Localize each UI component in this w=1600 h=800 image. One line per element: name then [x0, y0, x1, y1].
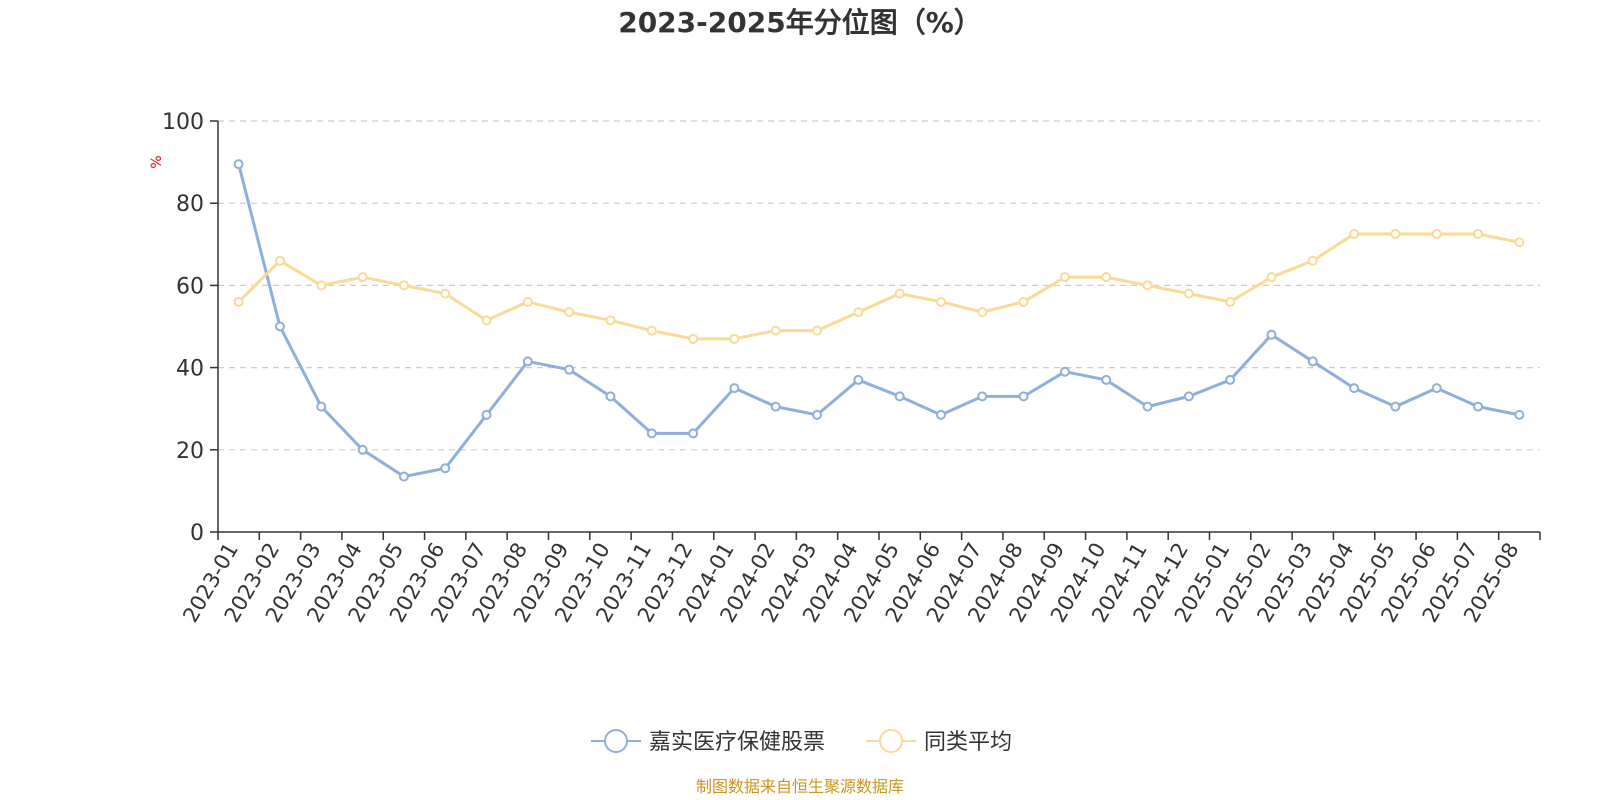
data-point[interactable]	[398, 280, 409, 291]
data-point[interactable]	[274, 255, 285, 266]
data-point[interactable]	[853, 307, 864, 318]
data-point[interactable]	[1307, 356, 1318, 367]
y-tick-label: 60	[176, 274, 204, 299]
y-tick-label: 0	[190, 521, 204, 546]
data-point[interactable]	[1266, 272, 1277, 283]
series-line	[237, 163, 1520, 479]
data-point[interactable]	[1390, 401, 1401, 412]
data-point[interactable]	[522, 356, 533, 367]
data-point[interactable]	[729, 333, 740, 344]
data-point[interactable]	[274, 321, 285, 332]
data-point[interactable]	[522, 296, 533, 307]
data-point[interactable]	[440, 288, 451, 299]
data-point[interactable]	[853, 374, 864, 385]
data-point[interactable]	[1183, 391, 1194, 402]
data-point[interactable]	[605, 391, 616, 402]
data-point[interactable]	[894, 391, 905, 402]
legend-label: 同类平均	[924, 730, 1012, 755]
data-point[interactable]	[1225, 296, 1236, 307]
data-point[interactable]	[977, 391, 988, 402]
data-point[interactable]	[1059, 366, 1070, 377]
data-point[interactable]	[1101, 272, 1112, 283]
legend-label: 嘉实医疗保健股票	[649, 730, 825, 755]
data-point[interactable]	[1431, 229, 1442, 240]
data-point[interactable]	[1101, 374, 1112, 385]
data-point[interactable]	[688, 333, 699, 344]
data-point[interactable]	[1266, 329, 1277, 340]
data-point[interactable]	[233, 296, 244, 307]
data-point[interactable]	[894, 288, 905, 299]
legend-item[interactable]: 嘉实医疗保健股票	[591, 729, 825, 755]
legend-circle-icon	[604, 729, 628, 753]
data-point[interactable]	[564, 364, 575, 375]
chart-title: 2023-2025年分位图（%）	[618, 6, 982, 39]
data-point[interactable]	[1349, 383, 1360, 394]
data-point[interactable]	[1018, 391, 1029, 402]
data-point[interactable]	[935, 296, 946, 307]
y-tick-label: 80	[176, 192, 204, 217]
data-point[interactable]	[564, 307, 575, 318]
grid-lines	[218, 120, 1540, 451]
data-point[interactable]	[357, 444, 368, 455]
data-point[interactable]	[605, 315, 616, 326]
y-tick-label: 20	[176, 439, 204, 464]
y-tick-label: 100	[162, 110, 204, 135]
data-point[interactable]	[1431, 383, 1442, 394]
data-point[interactable]	[770, 401, 781, 412]
data-point[interactable]	[1225, 374, 1236, 385]
data-point[interactable]	[357, 272, 368, 283]
series-1	[233, 229, 1525, 344]
legend-item[interactable]: 同类平均	[866, 729, 1012, 755]
legend-circle-icon	[879, 729, 903, 753]
data-point[interactable]	[1514, 409, 1525, 420]
y-tick-label: 40	[176, 357, 204, 382]
data-point[interactable]	[688, 428, 699, 439]
data-point[interactable]	[1390, 229, 1401, 240]
data-point[interactable]	[977, 307, 988, 318]
data-point[interactable]	[316, 280, 327, 291]
data-point[interactable]	[1514, 237, 1525, 248]
data-point[interactable]	[812, 325, 823, 336]
series-layer	[233, 159, 1525, 482]
source-note: 制图数据来自恒生聚源数据库	[696, 777, 904, 796]
axes: 0204060801002023-012023-022023-032023-04…	[162, 110, 1541, 626]
data-point[interactable]	[1307, 255, 1318, 266]
data-point[interactable]	[1018, 296, 1029, 307]
y-axis-unit: %	[149, 155, 165, 168]
data-point[interactable]	[1183, 288, 1194, 299]
data-point[interactable]	[481, 409, 492, 420]
data-point[interactable]	[646, 325, 657, 336]
data-point[interactable]	[233, 159, 244, 170]
data-point[interactable]	[1142, 280, 1153, 291]
data-point[interactable]	[1349, 229, 1360, 240]
data-point[interactable]	[646, 428, 657, 439]
data-point[interactable]	[935, 409, 946, 420]
series-0	[233, 159, 1525, 482]
data-point[interactable]	[729, 383, 740, 394]
data-point[interactable]	[398, 471, 409, 482]
data-point[interactable]	[440, 463, 451, 474]
data-point[interactable]	[481, 315, 492, 326]
data-point[interactable]	[316, 401, 327, 412]
legend[interactable]: 嘉实医疗保健股票 同类平均	[591, 729, 1012, 755]
series-line	[237, 232, 1520, 341]
data-point[interactable]	[1059, 272, 1070, 283]
data-point[interactable]	[770, 325, 781, 336]
data-point[interactable]	[812, 409, 823, 420]
data-point[interactable]	[1473, 229, 1484, 240]
data-point[interactable]	[1473, 401, 1484, 412]
data-point[interactable]	[1142, 401, 1153, 412]
